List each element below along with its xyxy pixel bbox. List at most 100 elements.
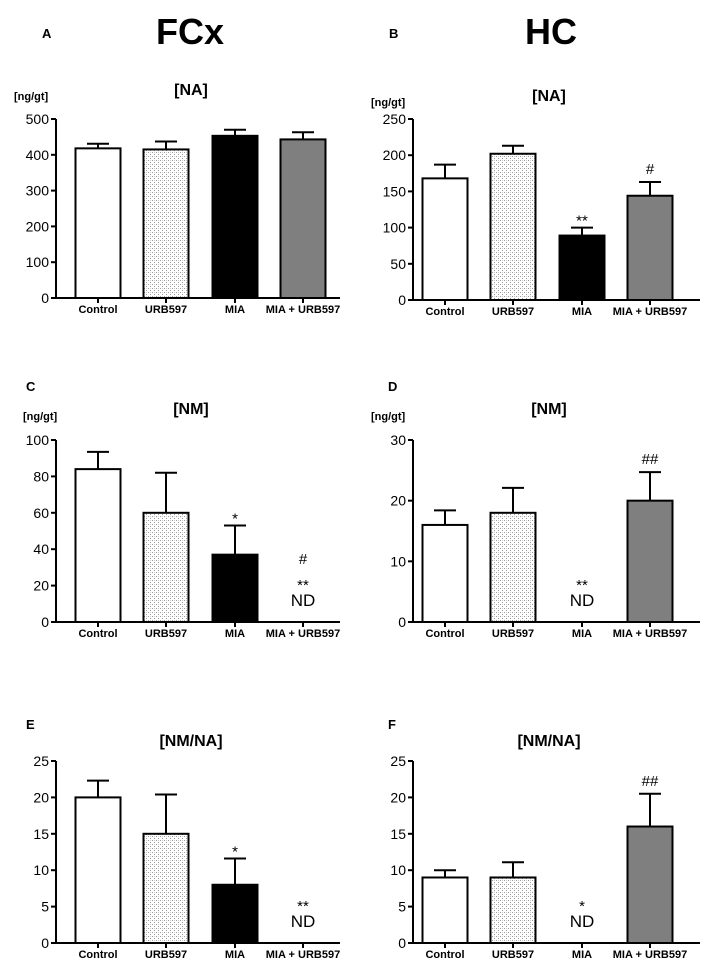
panel-c: C [NM] [ng/gt] 0 20 40 60 80 100 Control URB597 MIA…: [23, 379, 340, 640]
panel-letter: F: [388, 717, 396, 732]
significance-marker: ##: [642, 773, 659, 790]
bar-mia: [558, 234, 606, 301]
y-tick-label: 10: [390, 553, 406, 569]
category-label: MIA + URB597: [613, 949, 687, 961]
category-label: MIA + URB597: [266, 949, 340, 961]
panel-d: D [NM] [ng/gt] 0 10 20 30 Control URB597 MIA ND** M…: [371, 379, 700, 640]
y-tick-label: 20: [33, 789, 49, 805]
bar-control: [421, 523, 469, 624]
y-tick-label: 10: [33, 862, 49, 878]
category-label: MIA: [225, 949, 245, 961]
bar-control: [74, 147, 122, 299]
y-tick-label: 300: [26, 183, 50, 199]
panel-title: [NM]: [173, 401, 209, 418]
bar-mia: [211, 553, 259, 623]
significance-marker: *: [232, 511, 238, 528]
y-tick-label: 200: [383, 147, 407, 163]
panel-letter: A: [42, 26, 52, 41]
column-header-hc: HC: [525, 11, 577, 52]
panel-letter: C: [26, 379, 36, 394]
significance-marker: **: [576, 577, 588, 594]
category-label: URB597: [492, 628, 534, 640]
y-axis-unit-label: [ng/gt]: [14, 91, 49, 103]
category-label: Control: [78, 628, 117, 640]
category-label: Control: [78, 304, 117, 316]
bar-urb597: [142, 832, 190, 944]
category-label: MIA + URB597: [613, 306, 687, 318]
y-tick-label: 25: [390, 753, 406, 769]
nd-label: ND: [570, 912, 595, 931]
category-label: Control: [425, 628, 464, 640]
y-tick-label: 60: [33, 505, 49, 521]
y-tick-label: 100: [26, 432, 50, 448]
y-axis-unit-label: [ng/gt]: [371, 97, 406, 109]
y-tick-label: 0: [41, 935, 49, 951]
category-label: MIA + URB597: [613, 628, 687, 640]
bar-mia-urb597: [626, 194, 674, 301]
panel-title: [NM/NA]: [159, 733, 222, 750]
category-label: MIA: [225, 304, 245, 316]
y-tick-label: 0: [398, 935, 406, 951]
y-tick-label: 80: [33, 468, 49, 484]
category-label: Control: [78, 949, 117, 961]
panel-letter: B: [389, 26, 398, 41]
category-label: URB597: [145, 304, 187, 316]
category-label: Control: [425, 306, 464, 318]
panel-title: [NA]: [532, 88, 566, 105]
significance-marker: *: [232, 844, 238, 861]
significance-marker: #: [299, 551, 308, 568]
significance-marker: #: [646, 161, 655, 178]
nd-label: ND: [291, 591, 316, 610]
nd-label: ND: [291, 912, 316, 931]
category-label: Control: [425, 949, 464, 961]
panel-f: F [NM/NA] 0 5 10 15 20 25 Control URB597 MIA ND* MIA…: [388, 717, 700, 961]
panel-letter: D: [388, 379, 397, 394]
bar-urb597: [489, 511, 537, 623]
y-tick-label: 200: [26, 218, 50, 234]
y-tick-label: 20: [390, 789, 406, 805]
category-label: MIA: [225, 628, 245, 640]
column-header-fcx: FCx: [156, 11, 224, 52]
category-label: URB597: [145, 949, 187, 961]
category-label: MIA: [572, 628, 592, 640]
panel-b: B [NA] [ng/gt] 0 50 100 150 200 250 Control URB597…: [371, 26, 700, 318]
significance-marker: **: [576, 213, 588, 230]
y-tick-label: 0: [398, 292, 406, 308]
y-tick-label: 20: [390, 493, 406, 509]
y-tick-label: 150: [383, 183, 407, 199]
y-axis-unit-label: [ng/gt]: [23, 411, 58, 423]
bar-mia-urb597: [626, 499, 674, 623]
y-tick-label: 10: [390, 862, 406, 878]
y-tick-label: 0: [41, 614, 49, 630]
category-label: URB597: [145, 628, 187, 640]
category-label: MIA + URB597: [266, 304, 340, 316]
y-tick-label: 25: [33, 753, 49, 769]
bar-control: [74, 796, 122, 945]
y-tick-label: 5: [41, 899, 49, 915]
nd-label: ND: [570, 591, 595, 610]
y-tick-label: 500: [26, 111, 50, 127]
bar-control: [421, 876, 469, 944]
y-tick-label: 15: [390, 826, 406, 842]
category-label: MIA + URB597: [266, 628, 340, 640]
panel-a: A [NA] [ng/gt] 0 100 200 300 400 500 Control URB59…: [14, 26, 340, 316]
y-tick-label: 100: [26, 254, 50, 270]
y-tick-label: 250: [383, 111, 407, 127]
significance-marker: *: [579, 898, 585, 915]
y-axis-unit-label: [ng/gt]: [371, 411, 406, 423]
y-tick-label: 40: [33, 541, 49, 557]
bar-mia: [211, 883, 259, 945]
significance-marker: ##: [642, 451, 659, 468]
bar-control: [74, 468, 122, 623]
y-tick-label: 100: [383, 220, 407, 236]
y-tick-label: 0: [41, 290, 49, 306]
y-tick-label: 0: [398, 614, 406, 630]
panel-title: [NA]: [174, 82, 208, 99]
bar-mia-urb597: [279, 138, 327, 299]
bar-mia: [211, 134, 259, 299]
significance-marker: **: [297, 898, 309, 915]
category-label: MIA: [572, 949, 592, 961]
panel-letter: E: [26, 717, 35, 732]
y-tick-label: 400: [26, 147, 50, 163]
